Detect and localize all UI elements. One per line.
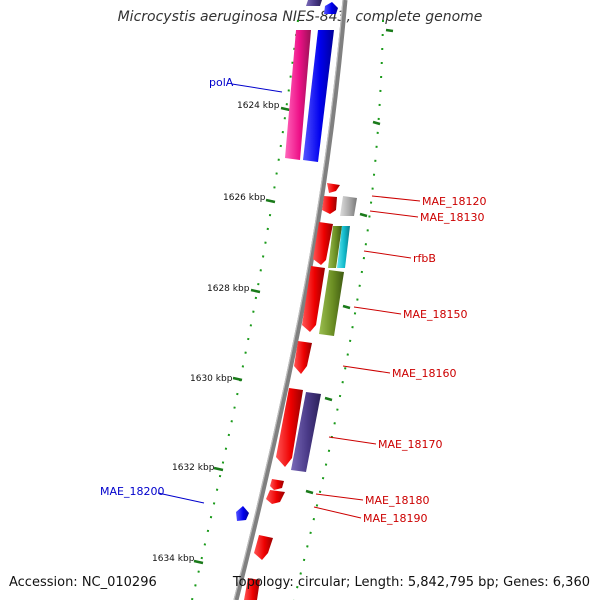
gene-label-MAE_18200[interactable]: MAE_18200: [100, 485, 164, 498]
gene-feature[interactable]: [254, 535, 273, 560]
outer-tick-marks: [305, 28, 394, 495]
gene-feature[interactable]: [340, 196, 357, 216]
gene-label-MAE_18190[interactable]: MAE_18190: [363, 512, 427, 525]
genome-backbone: [233, 0, 348, 600]
tick-label: 1630 kbp: [190, 374, 233, 384]
label-leader-lines: [157, 83, 421, 519]
gene-feature[interactable]: [244, 578, 260, 600]
forward-strand-genes: [236, 0, 338, 521]
gene-feature[interactable]: [291, 392, 321, 472]
tick-label: 1624 kbp: [237, 101, 280, 111]
gene-feature[interactable]: [337, 226, 350, 268]
map-title: Microcystis aeruginosa NIES-843, complet…: [117, 9, 483, 25]
gene-feature[interactable]: [276, 388, 303, 467]
gene-label-polA[interactable]: polA: [209, 76, 234, 89]
tick-label: 1632 kbp: [172, 463, 215, 473]
gene-feature[interactable]: [313, 222, 333, 265]
gene-label-MAE_18160[interactable]: MAE_18160: [392, 367, 456, 380]
accession-text: Accession: NC_010296: [9, 575, 157, 590]
tick-label: 1634 kbp: [152, 554, 195, 564]
gene-label-MAE_18170[interactable]: MAE_18170: [378, 438, 442, 451]
gene-feature[interactable]: [327, 183, 340, 193]
gene-feature[interactable]: [303, 30, 334, 162]
tick-labels: 1624 kbp 1626 kbp 1628 kbp 1630 kbp 1632…: [152, 101, 280, 564]
gene-feature[interactable]: [285, 30, 311, 160]
gene-feature[interactable]: [324, 2, 338, 14]
gene-feature[interactable]: [294, 341, 312, 374]
gene-feature[interactable]: [270, 479, 284, 490]
tick-label: 1626 kbp: [223, 193, 266, 203]
gene-feature[interactable]: [306, 0, 322, 6]
gene-label-MAE_18180[interactable]: MAE_18180: [365, 494, 429, 507]
inner-tick-marks: [193, 106, 291, 565]
tick-label: 1628 kbp: [207, 284, 250, 294]
reverse-strand-genes: [244, 183, 357, 600]
gene-feature[interactable]: [266, 490, 285, 504]
topology-text: Topology: circular; Length: 5,842,795 bp…: [232, 575, 590, 590]
gene-feature[interactable]: [236, 506, 249, 521]
gene-feature[interactable]: [322, 196, 337, 214]
gene-feature[interactable]: [328, 226, 342, 268]
gene-feature[interactable]: [302, 266, 325, 332]
gene-labels: polA MAE_18120 MAE_18130 rfbB MAE_18150 …: [100, 76, 486, 525]
gene-label-MAE_18120[interactable]: MAE_18120: [422, 195, 486, 208]
gene-label-MAE_18150[interactable]: MAE_18150: [403, 308, 467, 321]
gene-feature[interactable]: [319, 270, 344, 336]
gene-label-MAE_18130[interactable]: MAE_18130: [420, 211, 484, 224]
gene-label-rfbB[interactable]: rfbB: [413, 252, 436, 265]
